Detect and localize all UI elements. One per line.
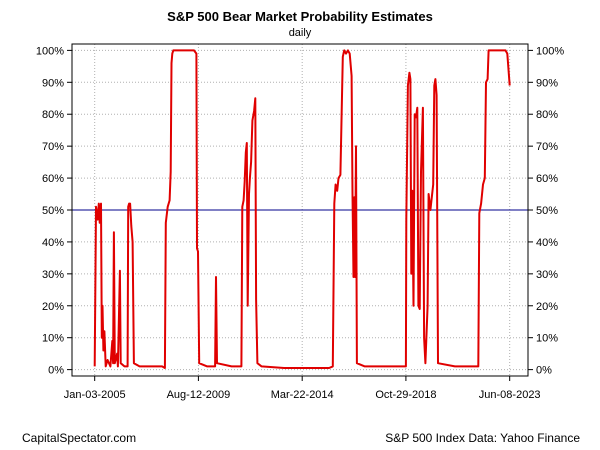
y-tick-label-right: 50% (536, 205, 558, 217)
y-tick-label-right: 70% (536, 141, 558, 153)
y-tick-label-left: 0% (48, 365, 64, 377)
x-axis: Jan-03-2005 Aug-12-2009 Mar-22-2014 Oct-29-… (64, 376, 541, 401)
y-tick-label-right: 100% (536, 45, 564, 57)
chart-subtitle: daily (289, 27, 312, 39)
y-tick-label-right: 90% (536, 77, 558, 89)
y-tick-label-right: 60% (536, 173, 558, 185)
y-tick-label-right: 30% (536, 269, 558, 281)
footer-source-site: CapitalSpectator.com (22, 431, 137, 445)
y-tick-label-left: 80% (42, 109, 64, 121)
y-tick-label-right: 80% (536, 109, 558, 121)
y-tick-label-right: 20% (536, 301, 558, 313)
x-tick-label: Aug-12-2009 (167, 389, 231, 401)
series-line (93, 49, 511, 369)
y-tick-label-right: 0% (536, 365, 552, 377)
y-tick-label-left: 60% (42, 173, 64, 185)
y-tick-label-left: 40% (42, 237, 64, 249)
y-tick-label-left: 10% (42, 333, 64, 345)
series-layer (93, 49, 511, 369)
y-tick-label-left: 50% (42, 205, 64, 217)
y-tick-label-right: 10% (536, 333, 558, 345)
x-tick-label: Jun-08-2023 (479, 389, 541, 401)
y-axis-left: 0% 10% 20% 30% 40% 50% 60% 70% 80% 90% 100% (36, 45, 72, 377)
x-tick-label: Jan-03-2005 (64, 389, 126, 401)
y-axis-right: 0% 10% 20% 30% 40% 50% 60% 70% 80% 90% 100% (528, 45, 564, 377)
y-tick-label-left: 100% (36, 45, 64, 57)
x-tick-label: Mar-22-2014 (271, 389, 334, 401)
y-tick-label-right: 40% (536, 237, 558, 249)
chart: S&P 500 Bear Market Probability Estimate… (36, 9, 564, 401)
x-tick-label: Oct-29-2018 (375, 389, 436, 401)
y-tick-label-left: 90% (42, 77, 64, 89)
y-tick-label-left: 20% (42, 301, 64, 313)
chart-title: S&P 500 Bear Market Probability Estimate… (167, 9, 433, 24)
footer-data-credit: S&P 500 Index Data: Yahoo Finance (385, 431, 580, 445)
y-tick-label-left: 70% (42, 141, 64, 153)
y-tick-label-left: 30% (42, 269, 64, 281)
